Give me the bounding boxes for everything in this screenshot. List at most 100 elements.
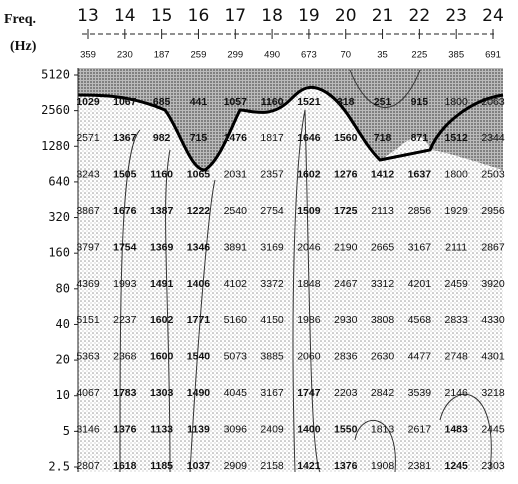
station-label: 19 [298,6,320,26]
cell-value: 1505 [113,169,137,181]
cell-value: 251 [374,96,392,108]
cell-value: 1376 [113,423,137,435]
axis-label: Freq. [4,12,36,27]
station-label: 13 [77,6,99,26]
cell-value: 2111 [445,241,467,253]
cell-value: 2540 [224,205,248,217]
cell-value: 718 [374,132,392,144]
frequency-label: 40 [56,317,70,331]
frequency-label: 20 [56,353,70,367]
cell-value: 5363 [76,351,100,363]
cell-value: 1406 [187,278,211,290]
cell-value: 1817 [260,132,284,144]
cell-value: 2158 [260,460,284,472]
cell-value: 1725 [334,205,358,217]
cell-value: 1367 [113,132,137,144]
cell-value: 3312 [371,278,395,290]
cell-value: 2956 [481,205,505,217]
cell-value: 4330 [481,314,505,326]
cell-value: 871 [411,132,429,144]
station-label: 23 [445,6,467,26]
cell-value: 1800 [445,96,469,108]
top-value: 691 [485,50,501,61]
cell-value: 2063 [481,96,505,108]
cell-value: 2046 [297,241,321,253]
cell-value: 1783 [113,387,137,399]
cell-value: 3867 [76,205,100,217]
cell-value: 3372 [260,278,284,290]
station-label: 21 [372,6,394,26]
cell-value: 1065 [187,169,211,181]
frequency-label: 160 [48,246,70,260]
cell-value: 3218 [481,387,505,399]
cell-value: 2467 [334,278,358,290]
cell-value: 3096 [224,423,248,435]
cell-value: 1476 [224,132,248,144]
cell-value: 2617 [408,423,432,435]
frequency-label: 5120 [41,68,70,82]
cell-value: 3797 [76,241,100,253]
station-label: 16 [188,6,210,26]
cell-value: 2503 [481,169,505,181]
frequency-label: 5 [63,424,70,438]
cell-value: 4150 [260,314,284,326]
cell-value: 1376 [334,460,358,472]
cell-value: 1512 [445,132,469,144]
cell-value: 1483 [445,423,469,435]
cell-value: 4201 [408,278,432,290]
cell-value: 1133 [150,423,173,435]
frequency-label: 10 [56,388,70,402]
cell-value: 4369 [76,278,100,290]
frequency-label: 640 [48,174,70,188]
station-label: 17 [224,6,246,26]
cell-value: 715 [190,132,208,144]
cell-value: 4301 [481,351,505,363]
station-label: 24 [482,6,504,26]
cell-value: 1029 [76,96,100,108]
cell-value: 441 [190,96,208,108]
top-value: 187 [154,50,170,61]
cell-value: 2303 [481,460,505,472]
cell-value: 2842 [371,387,395,399]
cell-value: 1369 [150,241,174,253]
top-value: 385 [448,50,464,61]
cell-value: 3167 [408,241,432,253]
cell-value: 1400 [297,423,321,435]
cell-value: 1490 [187,387,211,399]
cell-value: 2807 [76,460,100,472]
top-value: 673 [301,50,317,61]
cell-value: 2833 [445,314,469,326]
cell-value: 1560 [334,132,358,144]
contour [119,69,492,473]
station-label: 14 [114,6,136,26]
cell-value: 3539 [408,387,432,399]
station-label: 18 [261,6,283,26]
cell-value: 2381 [408,460,432,472]
cell-value: 2754 [260,205,284,217]
cell-value: 3885 [260,351,284,363]
cell-value: 2203 [334,387,358,399]
cell-value: 2357 [260,169,284,181]
cell-value: 1160 [150,169,173,181]
cell-value: 1637 [408,169,432,181]
cell-value: 982 [153,132,171,144]
cell-value: 1491 [150,278,174,290]
cell-value: 1908 [371,460,395,472]
cell-value: 1160 [261,96,284,108]
top-value: 490 [264,50,280,61]
frequency-label: 320 [48,210,70,224]
top-value: 70 [340,50,351,61]
cell-value: 1067 [113,96,137,108]
cell-value: 1185 [150,460,173,472]
axis-unit: (Hz) [10,39,37,54]
cell-value: 4045 [224,387,248,399]
station-label: 22 [409,6,431,26]
cell-value: 2836 [334,351,358,363]
cell-value: 1222 [187,205,211,217]
cell-value: 1813 [371,423,395,435]
cell-value: 3808 [371,314,395,326]
cell-value: 3243 [76,169,100,181]
cell-value: 1387 [150,205,174,217]
cell-value: 2237 [113,314,137,326]
